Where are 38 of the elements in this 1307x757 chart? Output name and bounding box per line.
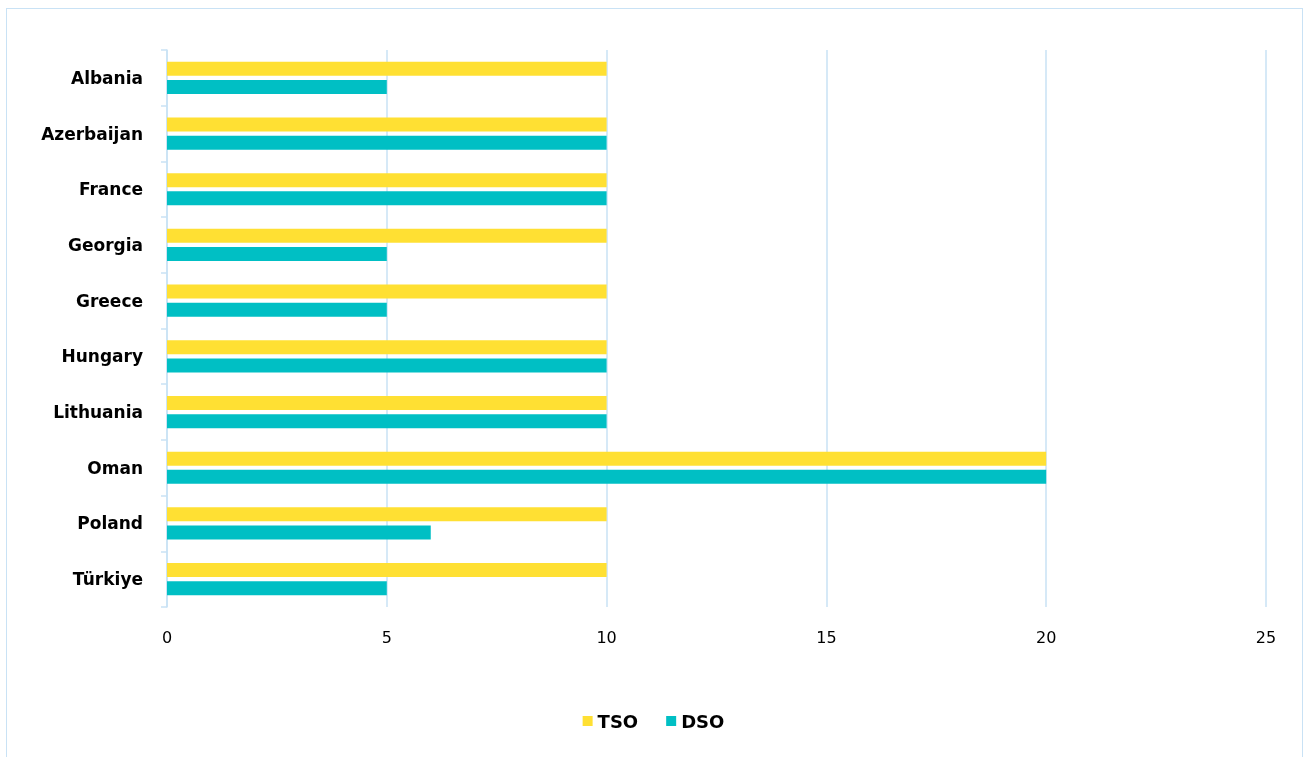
y-tick-label: France: [78, 179, 143, 200]
x-tick-label: 10: [596, 627, 617, 647]
y-tick-label: Türkiye: [72, 569, 143, 590]
y-tick-label: Azerbaijan: [41, 123, 143, 144]
bar: [167, 191, 607, 206]
bar: [167, 358, 607, 373]
bar: [167, 302, 387, 317]
bar: [167, 414, 607, 429]
y-tick-label: Oman: [87, 457, 143, 478]
bar: [167, 173, 607, 188]
x-tick-label: 5: [381, 627, 392, 647]
bar: [167, 228, 607, 243]
bar: [167, 563, 607, 578]
x-tick-label: 15: [816, 627, 837, 647]
bar: [167, 469, 1047, 484]
y-tick-label: Hungary: [61, 346, 143, 367]
bar: [167, 61, 607, 76]
y-tick-label: Albania: [70, 67, 143, 88]
y-tick-label: Georgia: [67, 234, 143, 255]
bar: [167, 451, 1047, 466]
bar: [167, 507, 607, 522]
bar: [167, 581, 387, 596]
bar: [167, 284, 607, 299]
x-tick-label: 20: [1036, 627, 1057, 647]
bar: [167, 395, 607, 410]
y-tick-label: Lithuania: [53, 402, 143, 423]
y-tick-label: Poland: [77, 513, 143, 534]
bar: [167, 79, 387, 94]
bar: [167, 340, 607, 355]
x-tick-label: 25: [1255, 627, 1277, 647]
bar: [167, 247, 387, 262]
bar: [167, 525, 431, 540]
bar: [167, 135, 607, 150]
legend-label: TSO: [597, 710, 639, 732]
x-tick-label: 0: [161, 627, 173, 647]
legend-label: DSO: [681, 710, 725, 732]
bar: [167, 117, 607, 132]
y-tick-label: Greece: [75, 290, 143, 311]
